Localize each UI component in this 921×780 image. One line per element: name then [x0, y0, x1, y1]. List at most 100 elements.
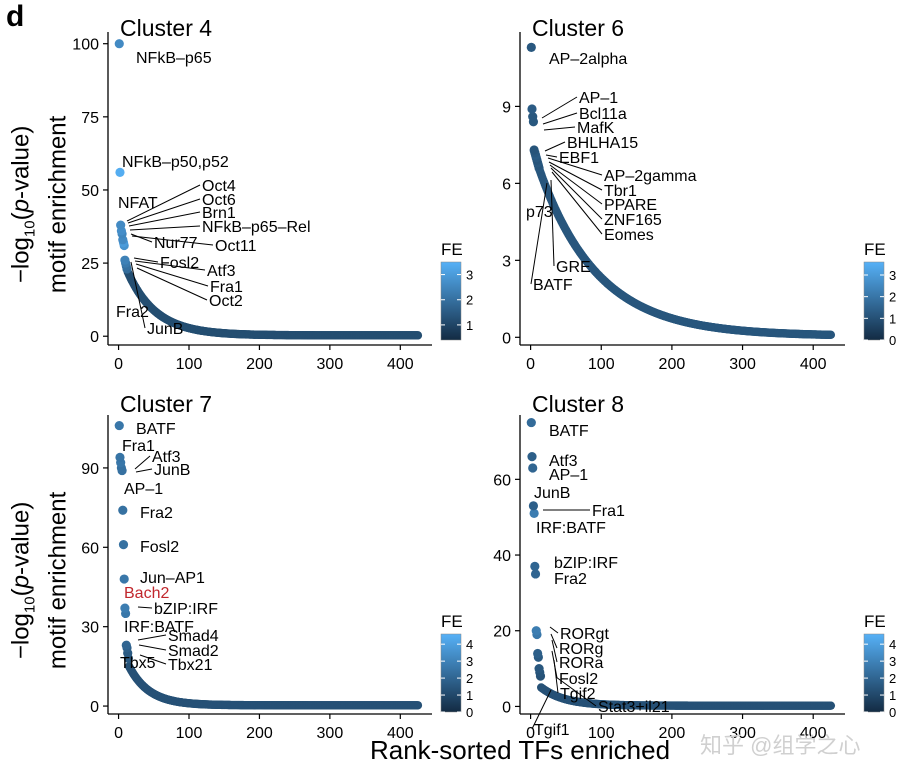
chart-title: Cluster 4 — [120, 15, 212, 41]
annotation-label: Oct4 — [202, 178, 236, 195]
legend-tick-label: 4 — [466, 637, 473, 652]
annotation-label: Bach2 — [124, 585, 169, 602]
x-axis-label: Rank-sorted TFs enriched — [369, 735, 671, 765]
annotation-leader — [553, 659, 559, 694]
annotation-leader — [543, 126, 576, 131]
annotation-leader — [547, 157, 603, 176]
data-point — [114, 420, 124, 431]
annotation-label: RORgt — [560, 626, 609, 643]
legend-colorbar — [440, 633, 462, 713]
annotation-label: EBF1 — [559, 150, 599, 167]
annotation-leader — [545, 154, 558, 158]
annotation-label: AP–2alpha — [549, 51, 627, 68]
annotation-label: Oct11 — [215, 238, 257, 255]
annotation-leader — [134, 455, 151, 470]
annotation-label: Eomes — [604, 227, 654, 244]
annotation-label: Fra2 — [554, 571, 587, 588]
data-point — [114, 39, 124, 49]
data-point — [527, 452, 537, 462]
x-tick-label: 200 — [246, 725, 273, 742]
y-tick-label: 0 — [502, 699, 511, 716]
data-point — [533, 648, 543, 659]
y-tick-label: 40 — [493, 548, 511, 565]
legend-colorbar — [440, 261, 462, 341]
legend-tick-label: 4 — [889, 637, 896, 652]
data-point — [531, 626, 541, 636]
annotation-leader — [137, 606, 153, 609]
annotation-label: Bcl11a — [579, 106, 627, 123]
data-point — [534, 663, 544, 674]
annotation-label: NFAT — [118, 195, 158, 212]
x-tick-label: 200 — [659, 725, 686, 742]
annotation-leader — [131, 235, 214, 246]
y-tick-label: 0 — [90, 699, 99, 716]
data-point — [528, 463, 538, 473]
y-tick-label: 20 — [493, 624, 511, 641]
annotation-leader — [129, 225, 201, 231]
data-point — [119, 574, 129, 584]
data-point — [118, 540, 129, 550]
data-point — [116, 220, 126, 230]
x-tick-label: 400 — [387, 356, 414, 373]
annotation-label: ZNF165 — [604, 212, 662, 229]
x-tick-label: 100 — [588, 356, 615, 373]
x-tick-label: 100 — [588, 725, 615, 742]
x-tick-label: 200 — [659, 356, 686, 373]
annotation-label: NFkB–p65–Rel — [202, 219, 311, 236]
annotation-leader — [549, 164, 603, 205]
legend-title: FE — [441, 240, 463, 259]
y-tick-label: 30 — [81, 620, 99, 637]
legend-tick-label: 3 — [466, 654, 473, 669]
legend-tick-label: 1 — [466, 318, 473, 333]
y-tick-label: 9 — [502, 99, 511, 116]
annotation-label: Fosl2 — [160, 255, 199, 272]
annotation-leader — [133, 257, 159, 263]
y-tick-label: 90 — [81, 461, 99, 478]
data-point — [529, 145, 539, 155]
annotation-label: Atf3 — [152, 449, 181, 466]
y-tick-label: 60 — [81, 540, 99, 557]
annotation-label: Fra2 — [140, 505, 173, 522]
annotation-label: NFkB–p50,p52 — [122, 154, 229, 171]
annotation-label: BHLHA15 — [567, 135, 638, 152]
legend-tick-label: 3 — [889, 654, 896, 669]
data-point — [115, 452, 125, 462]
y-tick-label: 60 — [493, 472, 511, 489]
annotation-label: AP–1 — [124, 481, 163, 498]
x-tick-label: 400 — [800, 725, 827, 742]
annotation-leader — [555, 676, 597, 707]
x-tick-label: 300 — [729, 725, 756, 742]
legend-tick-label: 2 — [466, 293, 473, 308]
annotation-leader — [531, 689, 552, 730]
annotation-label: RORg — [559, 641, 603, 658]
legend-title: FE — [864, 612, 886, 631]
y-tick-label: 6 — [502, 176, 511, 193]
panel-letter: d — [6, 0, 25, 33]
annotation-label: BATF — [533, 277, 573, 294]
annotation-label: Tbx5 — [120, 655, 156, 672]
data-point — [529, 508, 539, 519]
annotation-label: PPARE — [604, 197, 657, 214]
legend-tick-label: 2 — [889, 290, 896, 305]
annotation-leader — [544, 141, 566, 152]
annotation-label: Tbx21 — [168, 657, 213, 674]
data-point — [120, 255, 130, 265]
legend-title: FE — [864, 240, 886, 259]
chart-title: Cluster 6 — [532, 15, 624, 41]
annotation-leader — [541, 96, 578, 119]
annotation-leader — [139, 654, 167, 665]
annotation-leader — [128, 211, 201, 227]
annotation-label: BATF — [549, 423, 589, 440]
annotation-label: IRF:BATF — [124, 619, 194, 636]
x-tick-label: 400 — [387, 725, 414, 742]
data-point — [528, 112, 538, 122]
annotation-label: AP–2gamma — [604, 168, 697, 185]
y-tick-label: 0 — [502, 330, 511, 347]
x-tick-label: 100 — [176, 356, 203, 373]
x-tick-label: 300 — [317, 725, 344, 742]
x-tick-label: 0 — [526, 356, 535, 373]
annotation-label: Oct6 — [202, 192, 236, 209]
y-tick-label: 3 — [502, 253, 511, 270]
